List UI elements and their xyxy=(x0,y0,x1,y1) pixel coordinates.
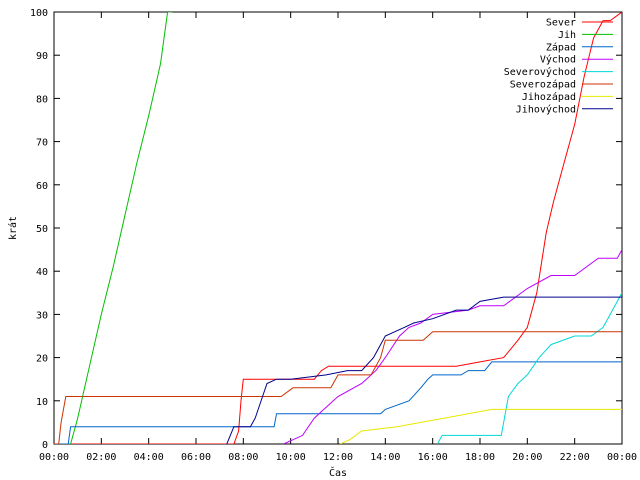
legend-label: Jih xyxy=(558,30,576,41)
legend-label: Severovýchod xyxy=(504,66,576,78)
series-line-2 xyxy=(54,361,622,444)
series-layer xyxy=(54,12,622,444)
legend-label: Sever xyxy=(546,18,576,29)
x-tick-label: 04:00 xyxy=(134,452,164,463)
y-tick-label: 90 xyxy=(36,51,48,62)
x-tick-label: 00:00 xyxy=(607,452,637,463)
legend: SeverJihZápadVýchodSeverovýchodSeverozáp… xyxy=(504,18,613,115)
x-axis: 00:00 02:00 04:00 06:00 08:00 10:00 12:00 14:00… xyxy=(39,12,637,463)
series-line-1 xyxy=(54,12,173,444)
x-tick-label: 02:00 xyxy=(86,452,116,463)
x-tick-label: 18:00 xyxy=(465,452,495,463)
y-tick-label: 40 xyxy=(36,267,48,278)
x-tick-label: 06:00 xyxy=(181,452,211,463)
y-tick-label: 20 xyxy=(36,354,48,365)
series-line-5 xyxy=(54,331,622,444)
x-tick-label: 20:00 xyxy=(512,452,542,463)
y-tick-label: 10 xyxy=(36,397,48,408)
y-tick-label: 30 xyxy=(36,310,48,321)
x-tick-label: 12:00 xyxy=(323,452,353,463)
legend-label: Západ xyxy=(546,41,576,53)
y-tick-label: 100 xyxy=(30,8,48,19)
legend-label: Severozápad xyxy=(510,79,576,91)
y-tick-label: 80 xyxy=(36,94,48,105)
series-line-7 xyxy=(226,296,622,444)
x-tick-label: 00:00 xyxy=(39,452,69,463)
y-axis-label: krát xyxy=(7,216,19,240)
series-line-0 xyxy=(54,12,622,444)
series-line-4 xyxy=(436,292,622,444)
x-tick-label: 10:00 xyxy=(276,452,306,463)
y-tick-label: 60 xyxy=(36,181,48,192)
legend-label: Východ xyxy=(540,54,576,66)
legend-label: Jihovýchod xyxy=(516,103,576,115)
legend-label: Jihozápad xyxy=(522,91,576,103)
series-line-3 xyxy=(283,249,622,444)
y-tick-label: 0 xyxy=(42,440,48,451)
x-tick-label: 14:00 xyxy=(370,452,400,463)
x-tick-label: 22:00 xyxy=(560,452,590,463)
series-line-6 xyxy=(340,408,622,444)
y-axis: 0 10 20 30 40 50 60 70 80 90 100 xyxy=(30,8,622,451)
x-tick-label: 16:00 xyxy=(418,452,448,463)
y-tick-label: 50 xyxy=(36,224,48,235)
x-tick-label: 08:00 xyxy=(228,452,258,463)
x-axis-label: Čas xyxy=(329,466,347,479)
y-tick-label: 70 xyxy=(36,138,48,149)
